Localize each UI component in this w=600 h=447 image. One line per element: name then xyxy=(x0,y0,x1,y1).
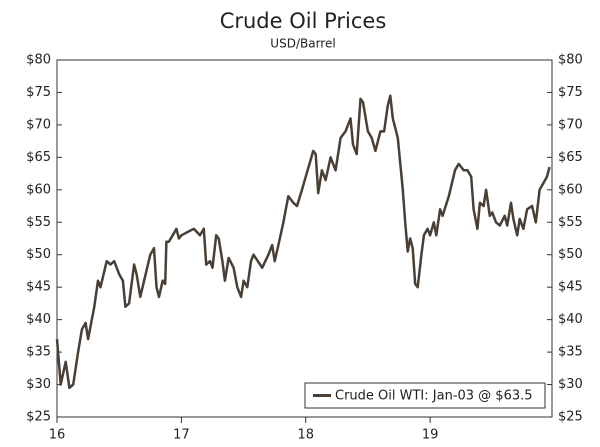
y-tick-label-right: $35 xyxy=(558,345,583,360)
x-tick-label: 18 xyxy=(297,428,314,443)
y-tick-label-right: $25 xyxy=(558,410,583,425)
y-tick-label-right: $70 xyxy=(558,117,583,132)
x-tick-label: 19 xyxy=(422,428,439,443)
y-tick-label-right: $60 xyxy=(558,182,583,197)
y-tick-label: $65 xyxy=(26,150,51,165)
y-tick-label-right: $65 xyxy=(558,150,583,165)
y-tick-label: $40 xyxy=(26,312,51,327)
y-tick-label-right: $50 xyxy=(558,247,583,262)
y-tick-label-right: $30 xyxy=(558,377,583,392)
y-tick-label: $60 xyxy=(26,182,51,197)
y-tick-label: $25 xyxy=(26,410,51,425)
x-tick-label: 16 xyxy=(49,428,66,443)
y-tick-label: $30 xyxy=(26,377,51,392)
y-tick-label-right: $55 xyxy=(558,215,583,230)
y-tick-label-right: $45 xyxy=(558,280,583,295)
y-tick-label-right: $75 xyxy=(558,85,583,100)
y-tick-label: $35 xyxy=(26,345,51,360)
y-tick-label-right: $80 xyxy=(558,53,583,68)
legend-box xyxy=(304,382,546,409)
price-line xyxy=(55,94,551,390)
chart-title: Crude Oil Prices xyxy=(220,9,387,33)
y-tick-label: $55 xyxy=(26,215,51,230)
y-tick-label: $75 xyxy=(26,85,51,100)
y-tick-label-right: $40 xyxy=(558,312,583,327)
y-tick-label: $70 xyxy=(26,117,51,132)
y-tick-label: $50 xyxy=(26,247,51,262)
chart-subtitle: USD/Barrel xyxy=(270,37,335,51)
y-tick-label: $45 xyxy=(26,280,51,295)
y-tick-label: $80 xyxy=(26,53,51,68)
plot-frame xyxy=(56,59,553,418)
x-tick-label: 17 xyxy=(173,428,190,443)
legend-label: Crude Oil WTI: Jan-03 @ $63.5 xyxy=(335,389,533,404)
